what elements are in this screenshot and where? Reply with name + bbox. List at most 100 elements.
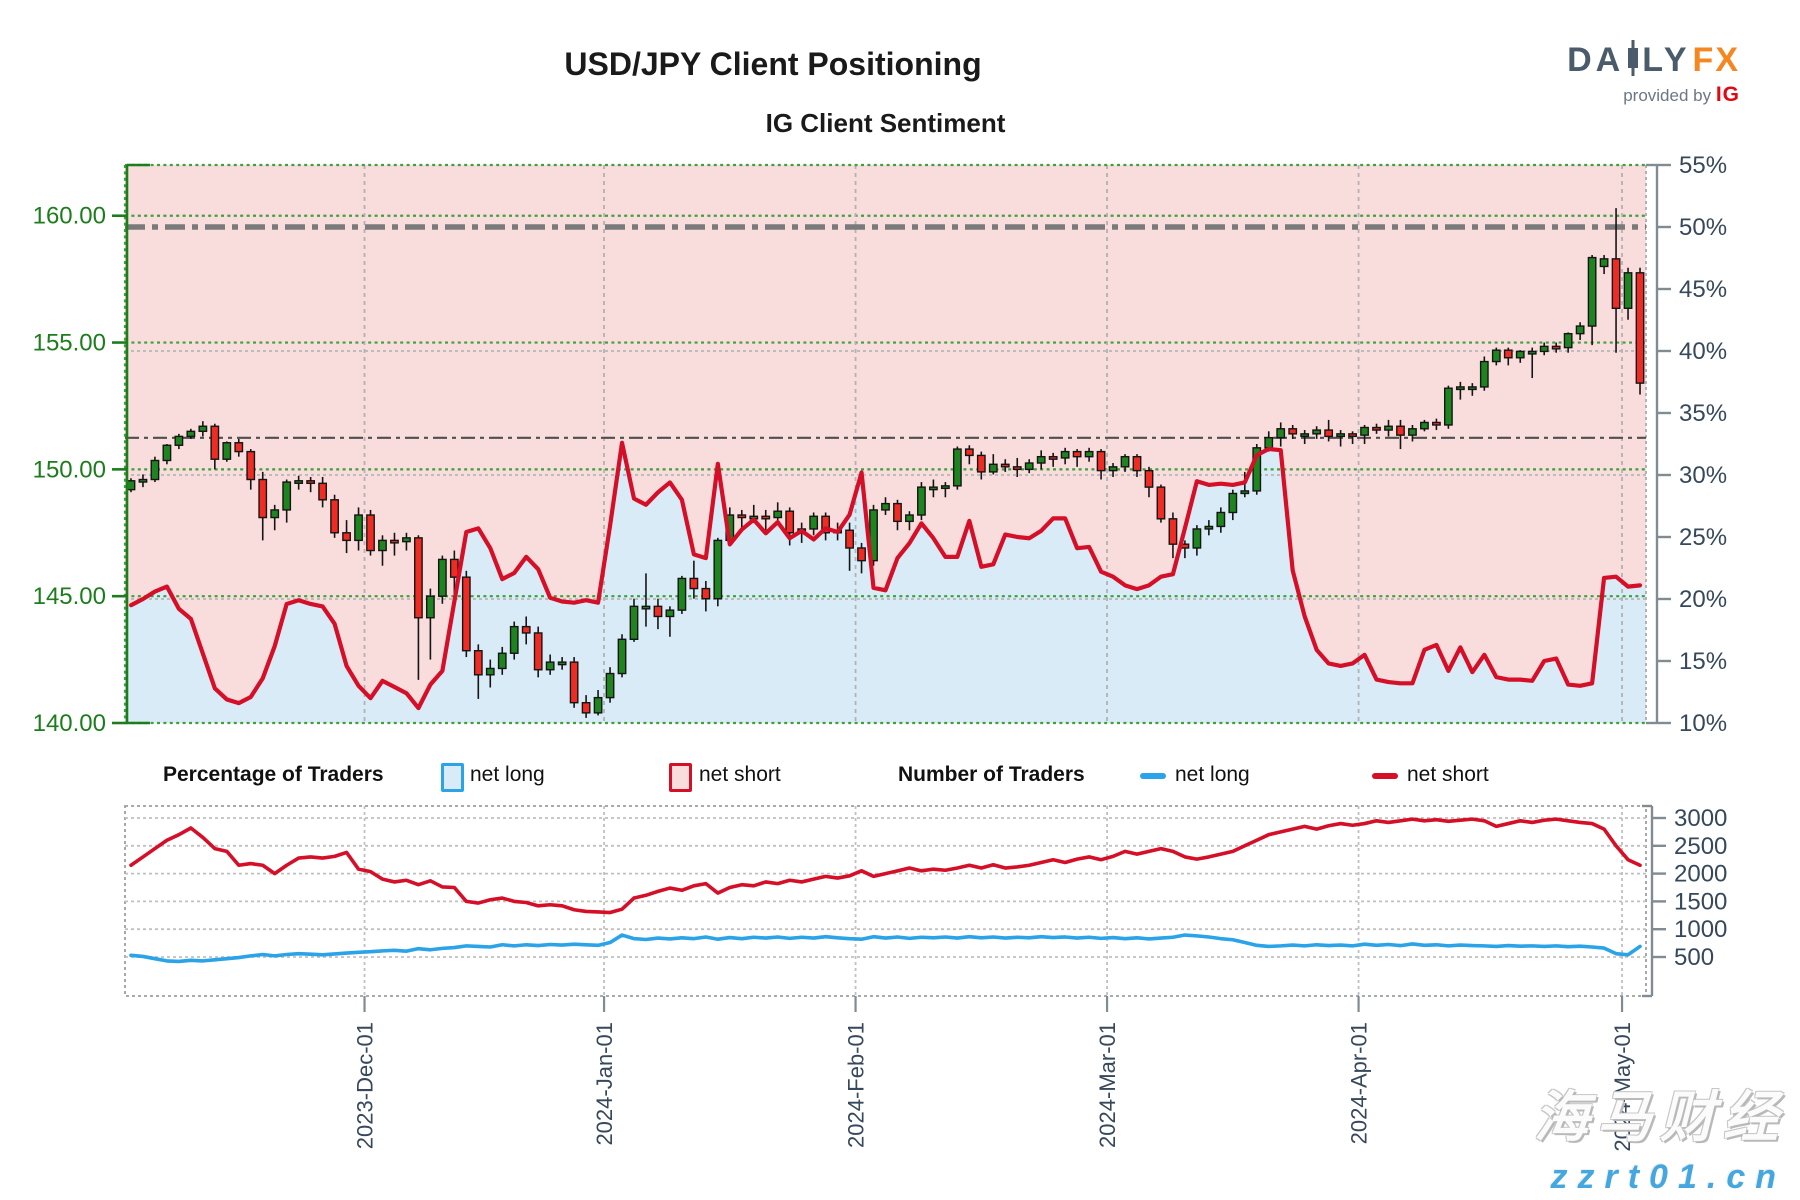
- candle-down: [473, 650, 483, 676]
- candle-down: [1000, 463, 1010, 468]
- candle-up: [1036, 455, 1046, 464]
- candle-up: [677, 577, 687, 611]
- candle-up: [1240, 490, 1250, 495]
- candle-up: [1479, 360, 1489, 388]
- candle-up: [425, 595, 435, 619]
- legend-group-percentage: Percentage of Traders: [163, 763, 384, 786]
- candle-down: [569, 661, 579, 704]
- legend-label-pct-net-long: net long: [470, 763, 545, 786]
- watermark: 海马财经 zzrt01.cn: [1534, 1072, 1786, 1197]
- candle-up: [1204, 525, 1214, 530]
- candle-up: [1060, 450, 1070, 459]
- candle-up: [617, 638, 627, 675]
- legend-label-count-net-long: net long: [1175, 763, 1250, 786]
- candle-up: [917, 486, 926, 516]
- candle-down: [390, 539, 399, 544]
- candle-down: [1288, 428, 1298, 435]
- logo-text-da: DA: [1567, 41, 1625, 79]
- candle-up: [138, 478, 148, 483]
- axis-tick-label: 155.00: [33, 330, 106, 357]
- axis-tick-label: 1000: [1674, 916, 1727, 943]
- axis-tick-label: 160.00: [33, 203, 106, 230]
- candle-down: [318, 482, 328, 501]
- candle-down: [342, 532, 351, 542]
- axis-tick-label: 500: [1674, 944, 1714, 971]
- candle-up: [665, 609, 675, 618]
- candle-down: [461, 576, 471, 652]
- axis-tick-label: 40%: [1679, 338, 1727, 365]
- watermark-chinese: 海马财经: [1533, 1086, 1786, 1148]
- candle-up: [174, 435, 184, 446]
- count-net-short-line: [129, 817, 1642, 915]
- candle-up: [1300, 433, 1310, 438]
- axis-tick-label: 50%: [1679, 214, 1727, 241]
- candle-up: [1420, 421, 1429, 430]
- candle-up: [545, 661, 555, 671]
- candle-up: [1443, 387, 1453, 426]
- axis-tick-label: 2024-Apr-01: [1347, 1022, 1372, 1144]
- candle-down: [821, 515, 831, 534]
- candle-up: [1276, 428, 1286, 439]
- candle-up: [1563, 332, 1573, 349]
- candle-up: [1408, 428, 1417, 436]
- candle-up: [402, 537, 411, 543]
- candle-up: [1192, 528, 1202, 549]
- candle-up: [713, 539, 723, 600]
- candle-down: [1551, 345, 1561, 350]
- axis-tick-label: 150.00: [33, 456, 106, 483]
- axis-tick-label: 30%: [1679, 462, 1727, 489]
- candle-down: [976, 454, 986, 473]
- candle-up: [929, 486, 938, 491]
- candle-down: [306, 480, 316, 485]
- candle-down: [1324, 429, 1334, 438]
- legend-group-number: Number of Traders: [898, 763, 1085, 786]
- candle-down: [1144, 469, 1154, 488]
- candle-down: [1072, 450, 1082, 458]
- candle-down: [1168, 518, 1178, 545]
- candle-up: [988, 463, 998, 473]
- candle-up: [1587, 256, 1597, 327]
- candle-up: [354, 514, 363, 542]
- candle-up: [629, 605, 639, 640]
- candle-down: [258, 478, 268, 519]
- candle-up: [940, 485, 950, 490]
- candle-down: [1012, 466, 1022, 471]
- axis-tick-label: 20%: [1679, 586, 1727, 613]
- candle-up: [1264, 436, 1274, 449]
- candle-down: [689, 577, 699, 590]
- legend-dash-count-net-long: [1140, 773, 1166, 779]
- candle-up: [557, 661, 567, 666]
- candle-up: [282, 481, 292, 511]
- axis-tick-label: 140.00: [33, 710, 106, 737]
- legend-label-pct-net-short: net short: [699, 763, 781, 786]
- logo-tagline: provided by: [1623, 86, 1712, 105]
- candle-down: [234, 442, 244, 453]
- candle-up: [1120, 455, 1130, 468]
- candle-up: [1084, 450, 1094, 458]
- candle-up: [1575, 325, 1585, 335]
- candle-up: [1491, 349, 1501, 363]
- candle-up: [1216, 511, 1226, 528]
- candle-up: [1467, 386, 1477, 391]
- candle-up: [641, 605, 651, 610]
- candle-up: [1515, 350, 1525, 359]
- logo-candle-icon: [1626, 40, 1640, 81]
- candle-up: [952, 448, 962, 487]
- page-title: USD/JPY Client Positioning: [564, 46, 982, 82]
- candle-up: [1623, 272, 1633, 310]
- candle-up: [294, 480, 304, 484]
- candle-up: [593, 696, 603, 714]
- candle-up: [1228, 492, 1238, 514]
- legend-label-count-net-short: net short: [1407, 763, 1489, 786]
- axis-tick-label: 2024-May-01: [1610, 1022, 1635, 1152]
- candle-up: [881, 502, 890, 511]
- candle-up: [1360, 426, 1369, 436]
- candle-up: [437, 558, 447, 597]
- net-short-pct-line: [128, 440, 1643, 711]
- candle-up: [809, 515, 819, 530]
- candle-up: [1336, 433, 1346, 438]
- candle-up: [773, 510, 783, 519]
- candle-down: [210, 425, 220, 460]
- candle-down: [1348, 433, 1357, 438]
